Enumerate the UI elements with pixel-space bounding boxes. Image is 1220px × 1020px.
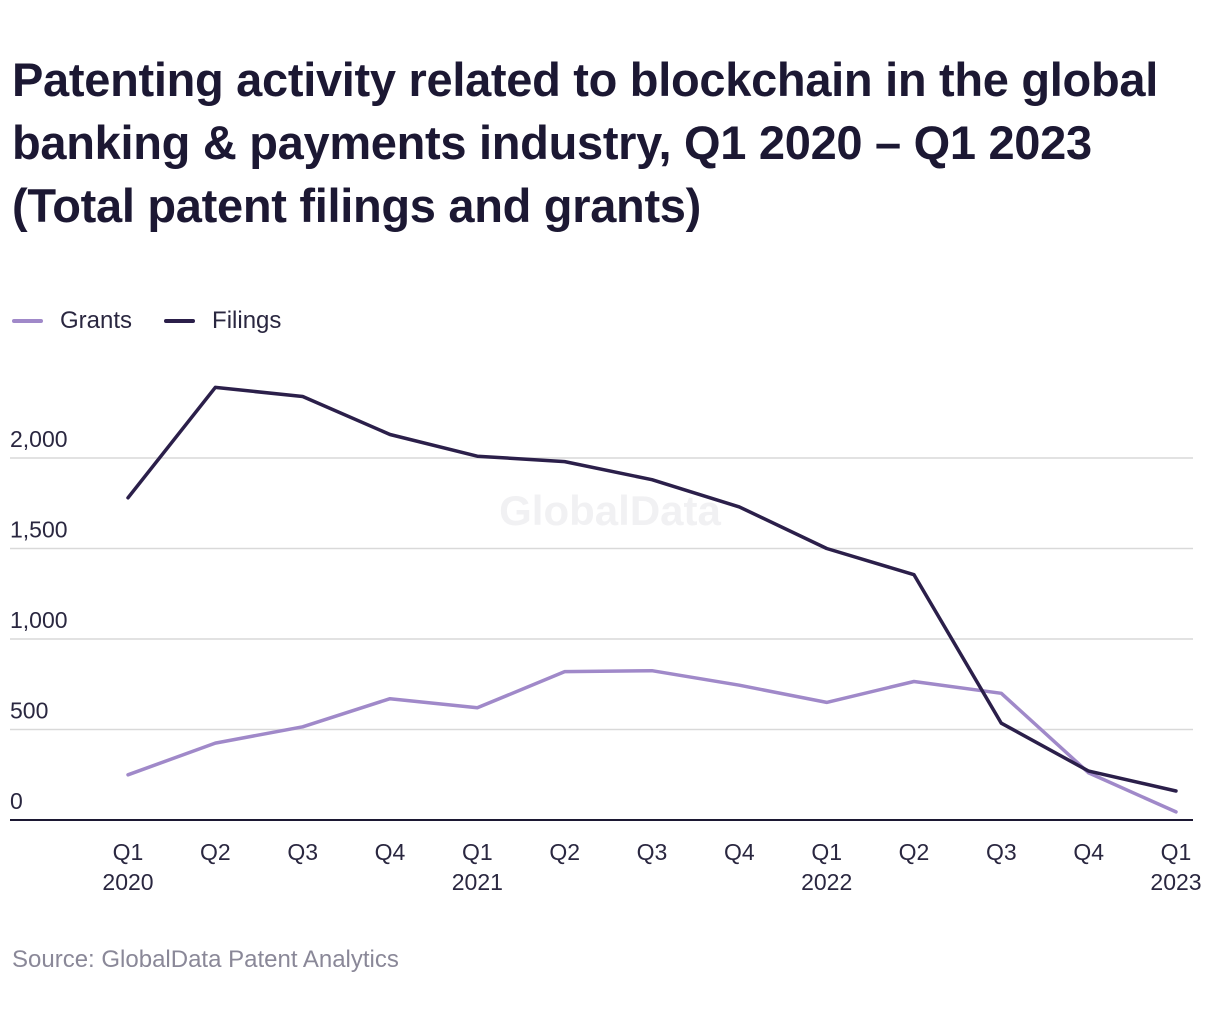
y-tick-label: 1,000	[10, 607, 68, 633]
y-tick-label: 2,000	[10, 426, 68, 452]
legend-item-grants: Grants	[12, 307, 132, 335]
chart-legend: Grants Filings	[12, 307, 313, 335]
x-tick-label: Q4	[1073, 839, 1104, 865]
chart-title-line-1: Patenting activity related to blockchain…	[12, 53, 1158, 106]
x-tick-label: Q2	[899, 839, 930, 865]
y-tick-label: 500	[10, 698, 48, 724]
legend-label-grants: Grants	[60, 307, 133, 334]
x-tick-label: Q4	[724, 839, 755, 865]
y-tick-label: 0	[10, 788, 23, 814]
x-tick-year-label: 2022	[801, 869, 852, 895]
x-tick-label: Q1	[113, 839, 144, 865]
x-tick-label: Q3	[637, 839, 668, 865]
x-tick-year-label: 2020	[102, 869, 153, 895]
x-tick-label: Q1	[1161, 839, 1192, 865]
x-tick-label: Q3	[986, 839, 1017, 865]
series-line-grants	[126, 668, 1178, 814]
x-tick-year-label: 2023	[1150, 869, 1201, 895]
x-tick-label: Q4	[375, 839, 406, 865]
series-line-filings	[126, 385, 1178, 793]
x-tick-label: Q2	[549, 839, 580, 865]
chart-title: Patenting activity related to blockchain…	[12, 48, 1212, 237]
source-note: Source: GlobalData Patent Analytics	[12, 946, 399, 973]
x-tick-label: Q1	[462, 839, 493, 865]
y-tick-label: 1,500	[10, 517, 68, 543]
x-tick-label: Q2	[200, 839, 231, 865]
x-tick-label: Q1	[811, 839, 842, 865]
x-tick-label: Q3	[287, 839, 318, 865]
chart-title-line-2: banking & payments industry, Q1 2020 – Q…	[12, 116, 1092, 169]
x-tick-year-label: 2021	[452, 869, 503, 895]
legend-swatch-grants	[12, 319, 43, 323]
legend-label-filings: Filings	[212, 307, 282, 334]
chart-title-line-3: (Total patent filings and grants)	[12, 179, 701, 232]
legend-swatch-filings	[164, 319, 196, 323]
legend-item-filings: Filings	[164, 307, 281, 335]
watermark: GlobalData	[499, 487, 721, 534]
